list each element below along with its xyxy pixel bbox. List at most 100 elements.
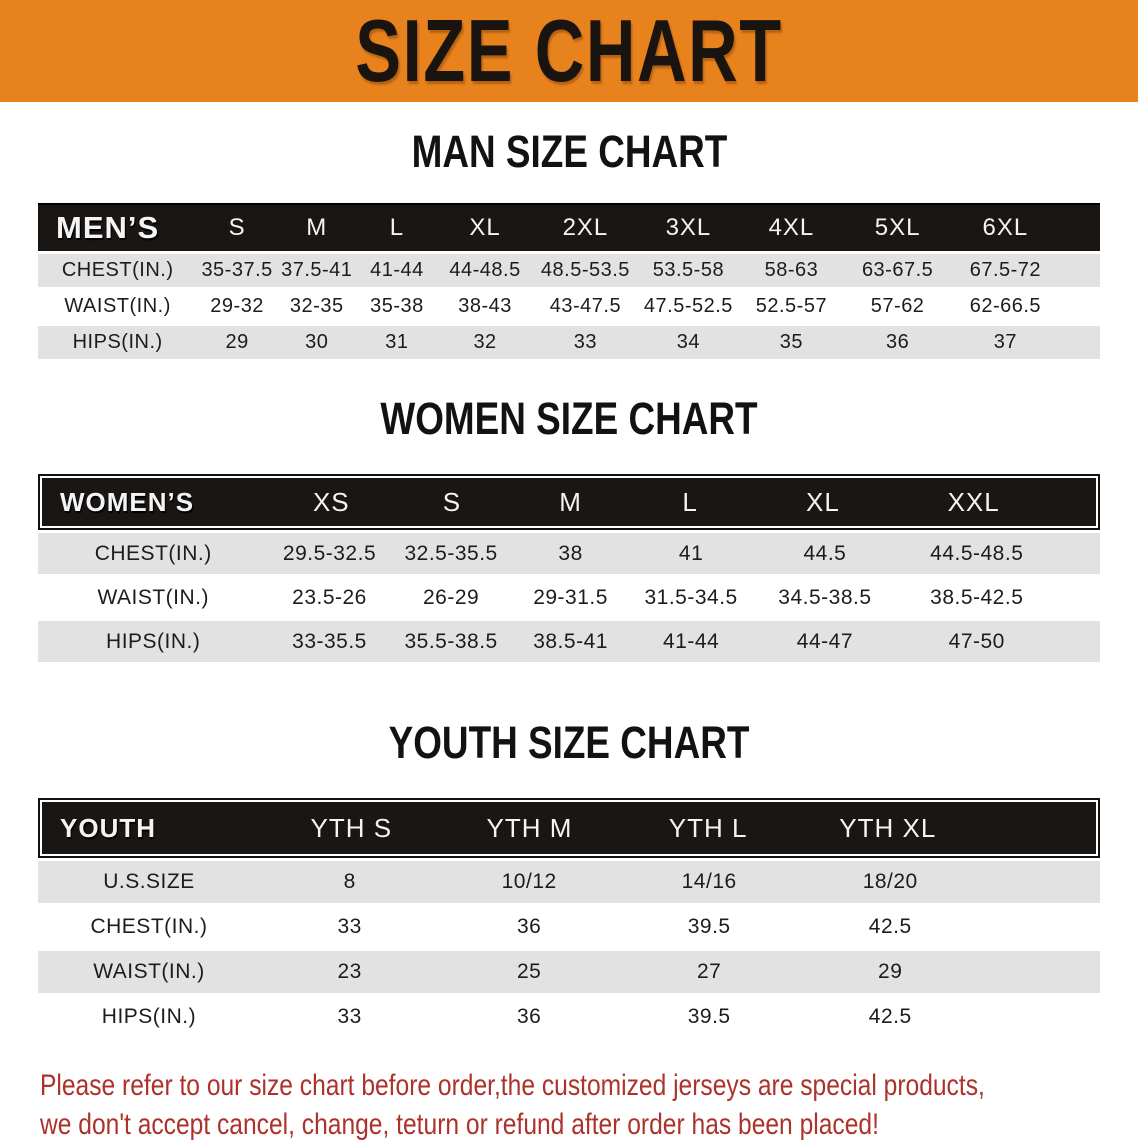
- men-size-header-m: M: [306, 214, 328, 241]
- men-section-heading: MAN SIZE CHART: [0, 126, 1138, 185]
- youth-size-header-m: YTH M: [486, 812, 573, 843]
- youth-section-heading-text: YOUTH SIZE CHART: [388, 717, 750, 768]
- youth-chest-xl: 42.5: [868, 915, 912, 938]
- men-waist-5xl: 57-62: [870, 295, 925, 317]
- row-label: CHEST(IN.): [94, 541, 212, 565]
- men-hips-3xl: 34: [676, 331, 701, 353]
- men-waist-s: 29-32: [210, 295, 264, 317]
- men-chest-l: 41-44: [370, 259, 424, 281]
- men-hips-m: 30: [305, 331, 329, 353]
- row-label: WAIST(IN.): [64, 295, 171, 317]
- men-chest-5xl: 63-67.5: [861, 259, 934, 281]
- youth-size-header-s: YTH S: [310, 812, 393, 843]
- men-section-heading-text: MAN SIZE CHART: [411, 126, 727, 177]
- men-chest-4xl: 58-63: [764, 259, 819, 281]
- men-size-table: MEN’S S M L XL 2XL 3XL 4XL 5XL 6XL CHEST…: [38, 203, 1100, 359]
- youth-size-header-xl: YTH XL: [839, 812, 937, 843]
- women-hips-l: 41-44: [663, 629, 720, 653]
- women-size-header-m: M: [559, 486, 582, 517]
- men-size-header-xl: XL: [469, 214, 501, 241]
- women-waist-l: 31.5-34.5: [644, 585, 738, 609]
- row-label: CHEST(IN.): [61, 259, 174, 281]
- youth-waist-s: 23: [337, 960, 362, 983]
- youth-ussize-xl: 18/20: [862, 870, 918, 893]
- row-label: HIPS(IN.): [101, 1005, 197, 1028]
- women-size-table: WOMEN’S XS S M L XL XXL CHEST(IN.) 29.5-…: [38, 474, 1100, 662]
- men-chest-s: 35-37.5: [201, 259, 273, 281]
- disclaimer-line-1: Please refer to our size chart before or…: [40, 1069, 985, 1102]
- youth-ussize-row: U.S.SIZE 8 10/12 14/16 18/20: [38, 861, 1100, 903]
- banner-title: SIZE CHART: [355, 1, 783, 100]
- youth-ussize-s: 8: [343, 870, 356, 893]
- men-hips-l: 31: [385, 331, 409, 353]
- youth-chest-l: 39.5: [687, 915, 731, 938]
- men-chest-row: CHEST(IN.) 35-37.5 37.5-41 41-44 44-48.5…: [38, 254, 1100, 287]
- women-waist-xl: 34.5-38.5: [778, 585, 872, 609]
- youth-chest-row: CHEST(IN.) 33 36 39.5 42.5: [38, 906, 1100, 948]
- row-label: WAIST(IN.): [93, 960, 205, 983]
- youth-hips-l: 39.5: [687, 1005, 731, 1028]
- women-table-header-row: WOMEN’S XS S M L XL XXL: [42, 478, 1096, 526]
- men-waist-m: 32-35: [289, 295, 344, 317]
- men-size-header-3xl: 3XL: [665, 214, 712, 241]
- women-size-header-s: S: [442, 486, 462, 517]
- disclaimer: Please refer to our size chart before or…: [40, 1066, 1138, 1144]
- youth-hips-s: 33: [337, 1005, 362, 1028]
- row-label: CHEST(IN.): [90, 915, 208, 938]
- men-size-header-s: S: [228, 214, 246, 241]
- women-chest-xxl: 44.5-48.5: [930, 541, 1024, 565]
- men-chest-2xl: 48.5-53.5: [540, 259, 630, 281]
- youth-waist-l: 27: [696, 960, 722, 983]
- women-table-header-frame: WOMEN’S XS S M L XL XXL: [38, 474, 1100, 530]
- men-hips-6xl: 37: [993, 331, 1018, 353]
- men-waist-l: 35-38: [370, 295, 424, 317]
- youth-ussize-l: 14/16: [681, 870, 737, 893]
- men-waist-2xl: 43-47.5: [549, 295, 622, 317]
- men-table-header-row: MEN’S S M L XL 2XL 3XL 4XL 5XL 6XL: [38, 203, 1100, 251]
- women-section-heading-text: WOMEN SIZE CHART: [380, 393, 758, 444]
- women-section-heading: WOMEN SIZE CHART: [0, 393, 1138, 452]
- women-chest-l: 41: [678, 541, 704, 565]
- men-waist-3xl: 47.5-52.5: [643, 295, 733, 317]
- women-hips-s: 35.5-38.5: [404, 629, 498, 653]
- youth-ussize-m: 10/12: [501, 870, 557, 893]
- men-chest-6xl: 67.5-72: [969, 259, 1042, 281]
- men-hips-2xl: 33: [573, 331, 598, 353]
- men-hips-4xl: 35: [779, 331, 804, 353]
- women-hips-xxl: 47-50: [948, 629, 1005, 653]
- women-size-header-xl: XL: [806, 486, 840, 517]
- youth-waist-xl: 29: [878, 960, 903, 983]
- women-chest-m: 38: [558, 541, 583, 565]
- men-size-header-4xl: 4XL: [768, 214, 815, 241]
- youth-hips-row: HIPS(IN.) 33 36 39.5 42.5: [38, 996, 1100, 1038]
- women-size-header-xxl: XXL: [947, 486, 1000, 517]
- row-label: HIPS(IN.): [106, 629, 201, 653]
- women-hips-row: HIPS(IN.) 33-35.5 35.5-38.5 38.5-41 41-4…: [38, 621, 1100, 662]
- women-chest-xl: 44.5: [803, 541, 847, 565]
- women-hips-xl: 44-47: [796, 629, 854, 653]
- women-size-header-l: L: [682, 486, 698, 517]
- men-size-header-6xl: 6XL: [982, 214, 1029, 241]
- disclaimer-line-2: we don't accept cancel, change, teturn o…: [40, 1108, 879, 1141]
- men-hips-5xl: 36: [885, 331, 910, 353]
- men-waist-4xl: 52.5-57: [755, 295, 828, 317]
- men-hips-s: 29: [225, 331, 249, 353]
- women-waist-row: WAIST(IN.) 23.5-26 26-29 29-31.5 31.5-34…: [38, 577, 1100, 618]
- men-chest-m: 37.5-41: [281, 259, 353, 281]
- youth-hips-m: 36: [516, 1005, 542, 1028]
- women-waist-s: 26-29: [423, 585, 480, 609]
- men-waist-row: WAIST(IN.) 29-32 32-35 35-38 38-43 43-47…: [38, 290, 1100, 323]
- row-label: WAIST(IN.): [97, 585, 209, 609]
- women-table-title: WOMEN’S: [60, 486, 195, 517]
- men-size-header-l: L: [389, 214, 405, 241]
- women-hips-xs: 33-35.5: [292, 629, 367, 653]
- men-chest-xl: 44-48.5: [449, 259, 521, 281]
- youth-table-title: YOUTH: [60, 812, 156, 843]
- men-hips-row: HIPS(IN.) 29 30 31 32 33 34 35 36 37: [38, 326, 1100, 359]
- women-chest-xs: 29.5-32.5: [282, 541, 377, 565]
- youth-table-header-frame: YOUTH YTH S YTH M YTH L YTH XL: [38, 798, 1100, 858]
- men-chest-3xl: 53.5-58: [652, 259, 725, 281]
- women-waist-xs: 23.5-26: [292, 585, 367, 609]
- women-chest-s: 32.5-35.5: [404, 541, 498, 565]
